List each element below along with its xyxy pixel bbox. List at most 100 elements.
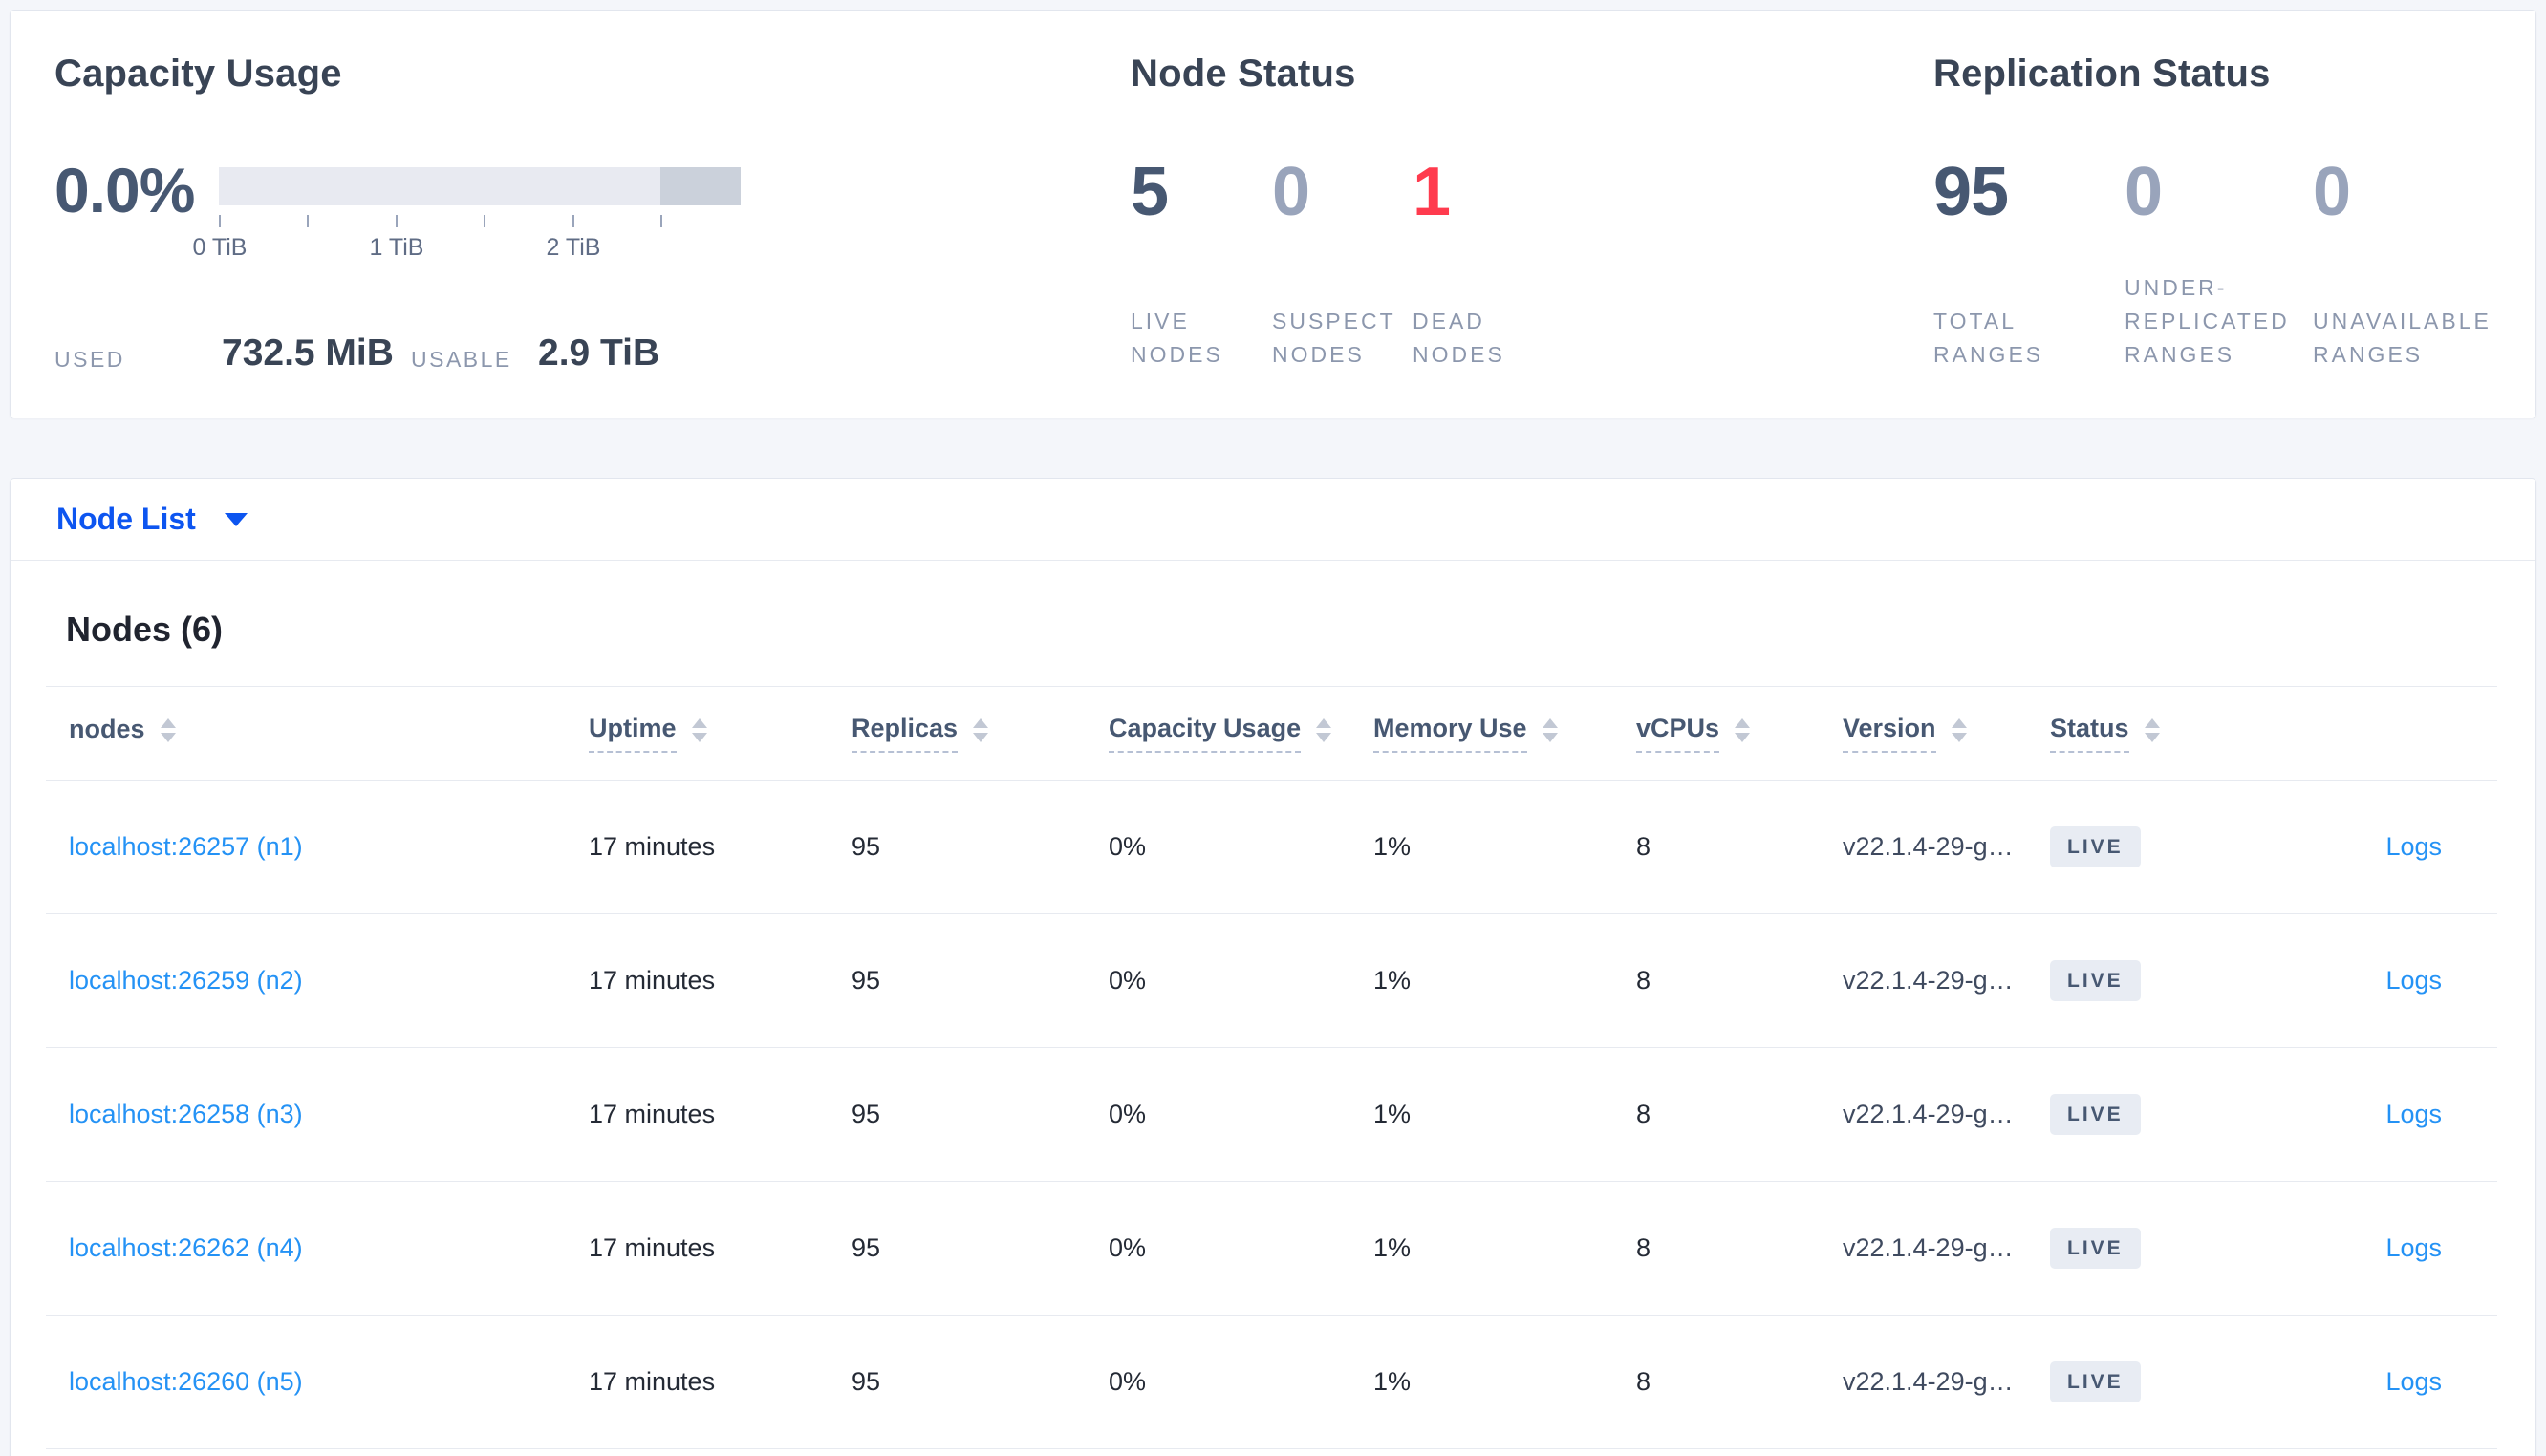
capacity-usage-cell: 0%: [1109, 1100, 1147, 1128]
view-selector-dropdown[interactable]: Node List: [56, 479, 248, 560]
memory-use-cell: 1%: [1373, 832, 1412, 861]
status-badge: LIVE: [2050, 1361, 2141, 1402]
axis-tick-label: 1 TiB: [369, 234, 424, 261]
sort-icon: [2144, 718, 2160, 742]
replicas-cell: 95: [852, 1367, 881, 1396]
dead-nodes-label: DEAD NODES: [1413, 309, 1505, 367]
column-header-uptime[interactable]: Uptime: [589, 714, 852, 753]
capacity-usage-cell: 0%: [1109, 832, 1147, 861]
axis-tick: [572, 215, 574, 227]
sort-icon: [1951, 718, 1967, 742]
capacity-usage-section: Capacity Usage 0.0% 0 TiB 1 TiB 2 TiB US…: [54, 11, 1087, 418]
capacity-bar-chart: [219, 167, 741, 205]
capacity-usage-cell: 0%: [1109, 966, 1147, 995]
nodes-table-header-row: nodes Uptime Replicas Capacity Usage Mem…: [46, 687, 2497, 781]
status-badge: LIVE: [2050, 826, 2141, 867]
axis-tick: [307, 215, 309, 227]
table-row: localhost:26257 (n1) 17 minutes 95 0% 1%…: [46, 781, 2497, 914]
axis-tick: [219, 215, 221, 227]
logs-link[interactable]: Logs: [2385, 1100, 2442, 1128]
node-link[interactable]: localhost:26257 (n1): [69, 832, 303, 861]
usable-label: USABLE: [411, 347, 512, 372]
memory-use-cell: 1%: [1373, 966, 1412, 995]
dead-nodes-stat: 1 DEAD NODES: [1413, 155, 1546, 372]
unavailable-ranges-count: 0: [2313, 154, 2351, 230]
unavailable-ranges-stat: 0 UNAVAILABLE RANGES: [2313, 154, 2504, 372]
column-header-nodes[interactable]: nodes: [69, 715, 589, 752]
total-ranges-label: TOTAL RANGES: [1933, 309, 2044, 367]
used-label: USED: [54, 347, 125, 372]
node-link[interactable]: localhost:26258 (n3): [69, 1100, 303, 1128]
nodes-table: nodes Uptime Replicas Capacity Usage Mem…: [46, 686, 2497, 1449]
usable-value: 2.9 TiB: [538, 332, 660, 374]
table-row: localhost:26259 (n2) 17 minutes 95 0% 1%…: [46, 914, 2497, 1048]
status-badge: LIVE: [2050, 960, 2141, 1001]
table-row: localhost:26258 (n3) 17 minutes 95 0% 1%…: [46, 1048, 2497, 1182]
uptime-cell: 17 minutes: [589, 1100, 716, 1128]
sort-icon: [1735, 718, 1751, 742]
sort-icon: [691, 718, 707, 742]
axis-tick: [484, 215, 485, 227]
logs-link[interactable]: Logs: [2385, 1367, 2442, 1396]
axis-tick-label: 0 TiB: [192, 234, 248, 261]
vcpus-cell: 8: [1636, 1100, 1651, 1128]
replication-status-section: Replication Status 95 TOTAL RANGES 0 UND…: [1933, 11, 2545, 418]
uptime-cell: 17 minutes: [589, 1233, 716, 1262]
logs-link[interactable]: Logs: [2385, 966, 2442, 995]
memory-use-cell: 1%: [1373, 1367, 1412, 1396]
status-badge: LIVE: [2050, 1094, 2141, 1135]
column-header-memory-use[interactable]: Memory Use: [1373, 714, 1636, 753]
view-selector-bar: Node List: [11, 479, 2535, 561]
uptime-cell: 17 minutes: [589, 832, 716, 861]
capacity-bar-other-segment: [660, 167, 741, 205]
live-nodes-count: 5: [1131, 154, 1169, 230]
node-status-section: Node Status 5 LIVE NODES 0 SUSPECT NODES…: [1131, 11, 1876, 418]
vcpus-cell: 8: [1636, 832, 1651, 861]
vcpus-cell: 8: [1636, 1367, 1651, 1396]
replicas-cell: 95: [852, 966, 881, 995]
column-header-vcpus[interactable]: vCPUs: [1636, 714, 1843, 753]
version-cell: v22.1.4-29-g…: [1843, 1233, 2014, 1262]
column-header-replicas[interactable]: Replicas: [852, 714, 1109, 753]
cluster-summary-panel: Capacity Usage 0.0% 0 TiB 1 TiB 2 TiB US…: [10, 10, 2536, 418]
replicas-cell: 95: [852, 1100, 881, 1128]
vcpus-cell: 8: [1636, 1233, 1651, 1262]
node-link[interactable]: localhost:26262 (n4): [69, 1233, 303, 1262]
uptime-cell: 17 minutes: [589, 1367, 716, 1396]
replication-status-title: Replication Status: [1933, 53, 2271, 95]
node-status-title: Node Status: [1131, 53, 1356, 95]
capacity-usage-cell: 0%: [1109, 1233, 1147, 1262]
logs-link[interactable]: Logs: [2385, 1233, 2442, 1262]
version-cell: v22.1.4-29-g…: [1843, 1100, 2014, 1128]
unavailable-ranges-label: UNAVAILABLE RANGES: [2313, 309, 2492, 367]
total-ranges-count: 95: [1933, 154, 2009, 230]
status-badge: LIVE: [2050, 1228, 2141, 1269]
column-header-version[interactable]: Version: [1843, 714, 2050, 753]
table-row: localhost:26260 (n5) 17 minutes 95 0% 1%…: [46, 1316, 2497, 1449]
capacity-used-percent: 0.0%: [54, 155, 195, 225]
version-cell: v22.1.4-29-g…: [1843, 1367, 2014, 1396]
version-cell: v22.1.4-29-g…: [1843, 966, 2014, 995]
view-selector-label: Node List: [56, 502, 196, 536]
under-replicated-ranges-stat: 0 UNDER-REPLICATED RANGES: [2125, 155, 2308, 372]
live-nodes-stat: 5 LIVE NODES: [1131, 154, 1264, 372]
logs-link[interactable]: Logs: [2385, 832, 2442, 861]
replicas-cell: 95: [852, 832, 881, 861]
node-link[interactable]: localhost:26259 (n2): [69, 966, 303, 995]
vcpus-cell: 8: [1636, 966, 1651, 995]
nodes-count-title: Nodes (6): [66, 610, 224, 649]
suspect-nodes-label: SUSPECT NODES: [1272, 309, 1396, 367]
sort-icon: [160, 718, 176, 742]
chevron-down-icon: [224, 512, 248, 526]
sort-icon: [1542, 718, 1558, 742]
sort-icon: [973, 718, 989, 742]
axis-tick: [660, 215, 662, 227]
capacity-usage-title: Capacity Usage: [54, 53, 342, 95]
suspect-nodes-stat: 0 SUSPECT NODES: [1272, 155, 1406, 372]
node-link[interactable]: localhost:26260 (n5): [69, 1367, 303, 1396]
live-nodes-label: LIVE NODES: [1131, 309, 1223, 367]
column-header-status[interactable]: Status: [2050, 714, 2365, 753]
memory-use-cell: 1%: [1373, 1233, 1412, 1262]
column-header-capacity-usage[interactable]: Capacity Usage: [1109, 714, 1373, 753]
sort-icon: [1316, 718, 1332, 742]
